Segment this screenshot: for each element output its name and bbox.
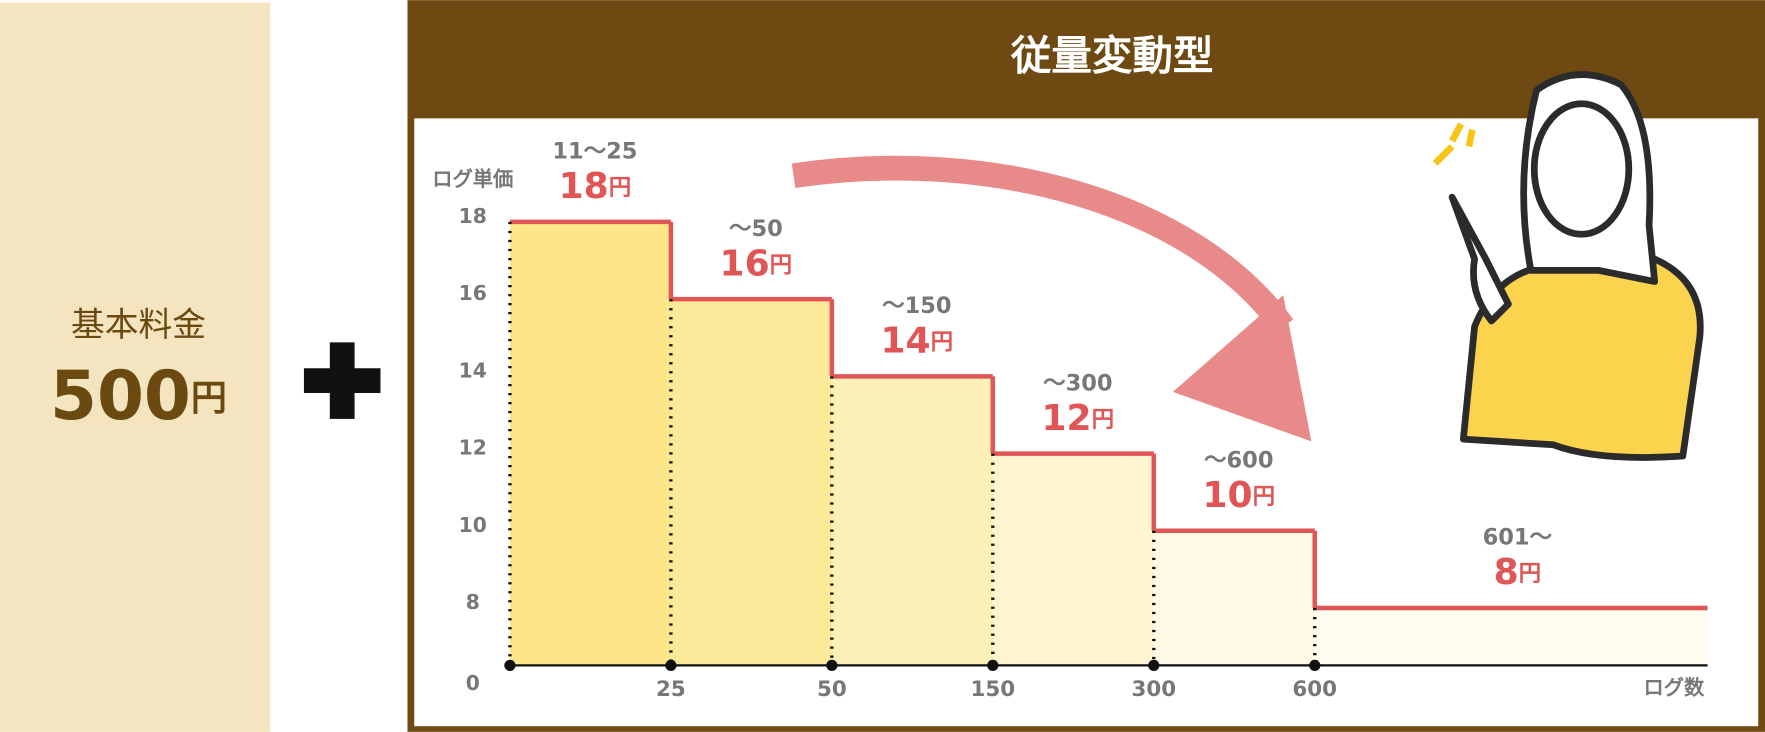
arrow — [791, 155, 1294, 334]
tier-price: 8円 — [1494, 552, 1542, 593]
price: 500 — [50, 355, 191, 434]
y-axis-label: ログ単価 — [432, 167, 513, 191]
x-tick-label: 300 — [1131, 677, 1176, 702]
plus — [329, 342, 355, 419]
x-tick-label: 50 — [817, 677, 847, 702]
tier-price: 10円 — [1202, 475, 1275, 516]
price-unit: 円 — [1092, 406, 1115, 432]
y-tick-label: 0 — [466, 671, 480, 695]
tier-range: 〜150 — [882, 293, 951, 319]
price-unit: 円 — [1253, 484, 1276, 510]
tier-price: 16円 — [720, 243, 793, 284]
boundary-dot — [504, 659, 516, 672]
tier-range: 〜50 — [729, 216, 783, 242]
price-unit: 円 — [1519, 561, 1542, 587]
price-unit: 円 — [609, 175, 632, 201]
price-value: 10 — [1202, 475, 1252, 516]
step-fill — [1314, 608, 1708, 666]
tier-price: 18円 — [559, 166, 632, 207]
step-fill — [670, 299, 832, 666]
price-unit: 円 — [191, 378, 227, 419]
base-fee-box — [0, 2, 271, 732]
y-tick-label: 10 — [459, 513, 487, 537]
price-value: 12 — [1041, 398, 1091, 439]
arrow-head — [1172, 295, 1312, 442]
boundary-dot — [826, 659, 838, 672]
x-tick-label: 150 — [970, 677, 1015, 702]
tier-price: 12円 — [1041, 398, 1114, 439]
y-tick-label: 16 — [459, 281, 487, 305]
y-tick-label: 12 — [459, 436, 487, 460]
price-value: 8 — [1494, 552, 1519, 593]
base-fee-price: 500円 — [50, 355, 227, 434]
tier-price: 14円 — [881, 321, 954, 362]
tier-range: 〜300 — [1043, 370, 1112, 396]
y-tick-label: 18 — [459, 204, 487, 228]
x-tick-label: 600 — [1292, 677, 1337, 702]
step-fill — [831, 376, 993, 666]
y-tick-label: 14 — [459, 358, 487, 382]
chart-title: 従量変動型 — [1010, 32, 1214, 80]
step-fill — [1153, 530, 1315, 666]
illustration — [1432, 71, 1704, 461]
boundary-dot — [1309, 659, 1321, 672]
y-tick-label: 8 — [466, 590, 480, 614]
step-fill — [509, 221, 671, 666]
price-value: 18 — [559, 166, 609, 207]
x-axis-label: ログ数 — [1643, 676, 1705, 700]
step-fill — [992, 453, 1154, 666]
tier-range: 〜600 — [1204, 448, 1273, 474]
price-value: 16 — [720, 243, 770, 284]
x-tick-label: 25 — [656, 677, 686, 702]
tier-range: 11〜25 — [552, 139, 637, 165]
price-unit: 円 — [770, 252, 793, 278]
boundary-dot — [987, 659, 999, 672]
tier-range: 601〜 — [1483, 525, 1553, 551]
boundary-dot — [1148, 659, 1160, 672]
price-unit: 円 — [931, 329, 954, 355]
base-fee-label: 基本料金 — [71, 305, 206, 344]
price-value: 14 — [881, 321, 931, 362]
boundary-dot — [665, 659, 677, 672]
